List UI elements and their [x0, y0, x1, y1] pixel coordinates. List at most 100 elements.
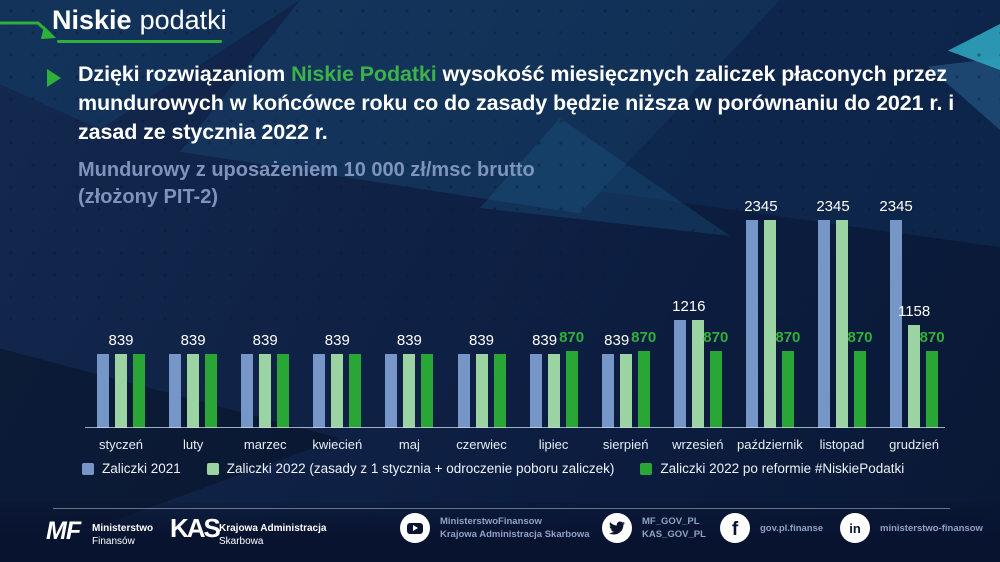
heading-pre: Dzięki rozwiązaniom [78, 62, 292, 86]
value-label: 839 [252, 331, 278, 349]
bar-2021 [745, 220, 758, 428]
month-label: styczeń [98, 437, 144, 452]
bar-2021 [385, 353, 398, 428]
kas-label-line2: Skarbowa [219, 535, 264, 547]
mf-label-line1: Ministerstwo [92, 523, 154, 534]
bar-2022-reform [205, 353, 218, 428]
social-link-twitter[interactable]: MF_GOV_PL KAS_GOV_PL [602, 513, 706, 543]
heading-post: wysokość miesięcznych zaliczek płaconych… [78, 62, 955, 145]
social-handle: MinisterstwoFinansow Krajowa Administracj… [440, 516, 590, 540]
social-link-linkedin[interactable]: in ministerstwo-finansow [840, 513, 983, 543]
chart-legend: Zaliczki 2021 Zaliczki 2022 (zasady z 1 s… [82, 461, 904, 476]
value-label: 839 [180, 331, 206, 349]
month-label: sierpień [602, 437, 649, 452]
bar-2022-january-rules [259, 353, 272, 428]
month-label: maj [398, 437, 420, 452]
bar-2022-january-rules [475, 353, 488, 428]
social-handle: gov.pl.finanse [760, 522, 824, 534]
facebook-icon: f [720, 513, 750, 543]
bar-2022-reform [133, 353, 145, 428]
x-axis-line [85, 427, 945, 428]
brand-logo-bold: Niskie [52, 5, 132, 35]
bar-2022-reform [854, 350, 866, 428]
footer-separator [53, 508, 950, 509]
bar-2022-january-rules [187, 353, 200, 428]
value-label: 839 [108, 331, 134, 349]
bar-2022-reform [565, 350, 578, 428]
bar-2022-january-rules [547, 353, 560, 428]
value-label: 839 [324, 331, 350, 349]
legend-label: Zaliczki 2021 [102, 461, 181, 476]
legend-label: Zaliczki 2022 po reformie #NiskiePodatki [660, 461, 905, 476]
twitter-icon [602, 513, 632, 543]
bar-2021 [457, 353, 470, 428]
legend-label: Zaliczki 2022 (zasady z 1 stycznia + odr… [226, 461, 615, 476]
value-label: 870 [559, 328, 585, 346]
linkedin-glyph: in [849, 520, 861, 536]
bar-2022-january-rules [331, 353, 344, 428]
bar-2022-reform [781, 350, 794, 428]
value-label: 839 [604, 331, 630, 349]
bar-2022-january-rules [908, 325, 921, 428]
bar-2022-reform [637, 350, 650, 428]
linkedin-icon: in [840, 513, 870, 543]
bar-2021 [529, 353, 542, 428]
bar-2022-reform [493, 353, 506, 428]
brand-logo: Niskie podatki [52, 5, 227, 36]
value-label: 839 [532, 331, 558, 349]
bar-2022-reform [349, 353, 362, 428]
youtube-icon [400, 513, 430, 543]
subtitle-line2: (złożony PIT-2) [78, 185, 218, 208]
kas-label: Krajowa Administracja Skarbowa [219, 523, 326, 548]
value-label: 870 [775, 328, 801, 346]
bar-2021 [97, 353, 109, 428]
main-heading: Dzięki rozwiązaniom Niskie Podatki wysok… [78, 60, 964, 148]
brand-underline [57, 40, 222, 43]
social-handle: MF_GOV_PL KAS_GOV_PL [642, 516, 706, 540]
green-arrow-icon [0, 21, 56, 39]
value-label: 870 [631, 328, 657, 346]
value-label: 839 [396, 331, 422, 349]
month-label: październik [737, 437, 803, 452]
value-label: 870 [703, 328, 729, 346]
chart-subtitle: Mundurowy z uposażeniem 10 000 zł/msc br… [78, 157, 535, 210]
play-triangle-icon [47, 69, 61, 87]
subtitle-line1: Mundurowy z uposażeniem 10 000 zł/msc br… [78, 159, 535, 181]
facebook-glyph: f [731, 519, 739, 540]
bar-2022-january-rules [691, 320, 704, 428]
social-link-facebook[interactable]: f gov.pl.finanse [720, 513, 823, 543]
bar-2021 [890, 220, 903, 428]
month-label: wrzesień [672, 437, 724, 452]
brand-logo-light: podatki [139, 5, 227, 35]
value-label: 839 [468, 331, 495, 349]
mf-label: Ministerstwo Finansów [92, 523, 153, 548]
bar-2022-reform [709, 350, 722, 428]
bar-2021 [313, 353, 326, 428]
legend-swatch [640, 462, 653, 475]
legend-swatch [82, 462, 94, 475]
month-label: kwiecień [312, 437, 363, 452]
month-label: listopad [819, 437, 865, 452]
legend-swatch [206, 462, 219, 475]
bar-2021 [241, 353, 254, 428]
month-label: czerwiec [456, 437, 507, 452]
social-link-youtube[interactable]: MinisterstwoFinansow Krajowa Administracj… [400, 513, 590, 543]
legend-item: Zaliczki 2022 (zasady z 1 stycznia + odr… [206, 461, 615, 476]
bar-2022-reform [421, 353, 434, 428]
kas-label-line1: Krajowa Administracja [219, 523, 327, 534]
month-label: marzec [243, 437, 287, 452]
month-label: grudzień [889, 437, 940, 452]
value-label: 2345 [879, 198, 913, 215]
bar-2022-january-rules [836, 220, 848, 428]
value-label: 870 [919, 328, 945, 346]
bar-2021 [673, 320, 686, 428]
bar-2022-january-rules [403, 353, 416, 428]
month-label: luty [182, 437, 204, 452]
value-label: 1158 [897, 303, 931, 321]
mf-label-line2: Finansów [92, 535, 135, 547]
bar-2022-reform [926, 350, 939, 428]
value-label: 1216 [672, 298, 706, 316]
bar-2021 [818, 220, 830, 428]
bar-2022-january-rules [763, 220, 776, 428]
